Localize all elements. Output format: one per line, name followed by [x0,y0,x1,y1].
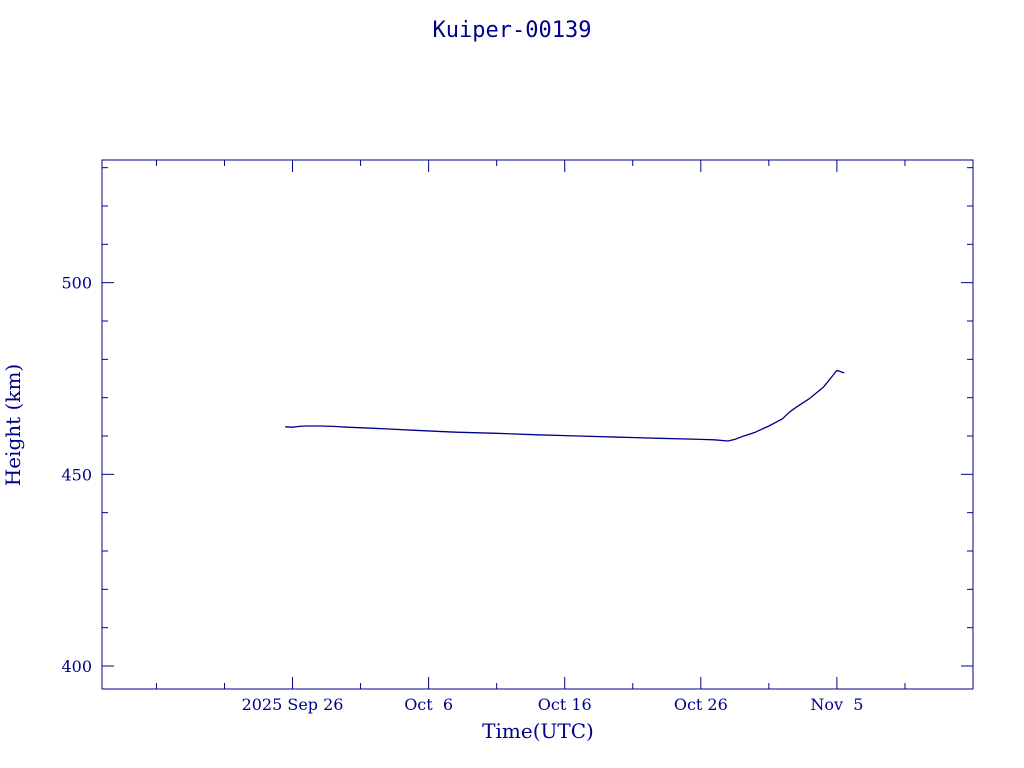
series-line [285,369,845,442]
y-tick-label: 500 [61,274,92,293]
chart-title: Kuiper-00139 [433,18,592,43]
x-tick-labels: 2025 Sep 26 Oct 6 Oct 16 Oct 26 Nov 5 [242,695,864,714]
plot-frame [101,159,974,690]
y-tick-label: 450 [61,465,92,484]
x-tick-label: 2025 Sep 26 [242,695,344,714]
x-axis-label: Time(UTC) [482,719,594,743]
x-tick-label: Oct 26 [674,695,728,714]
y-axis-label: Height (km) [1,364,25,486]
axis-ticks [102,160,973,689]
y-tick-labels: 400 450 500 [61,274,92,676]
x-tick-label: Oct 6 [404,695,453,714]
x-tick-label: Oct 16 [538,695,592,714]
x-tick-label: Nov 5 [810,695,863,714]
y-tick-label: 400 [61,657,92,676]
